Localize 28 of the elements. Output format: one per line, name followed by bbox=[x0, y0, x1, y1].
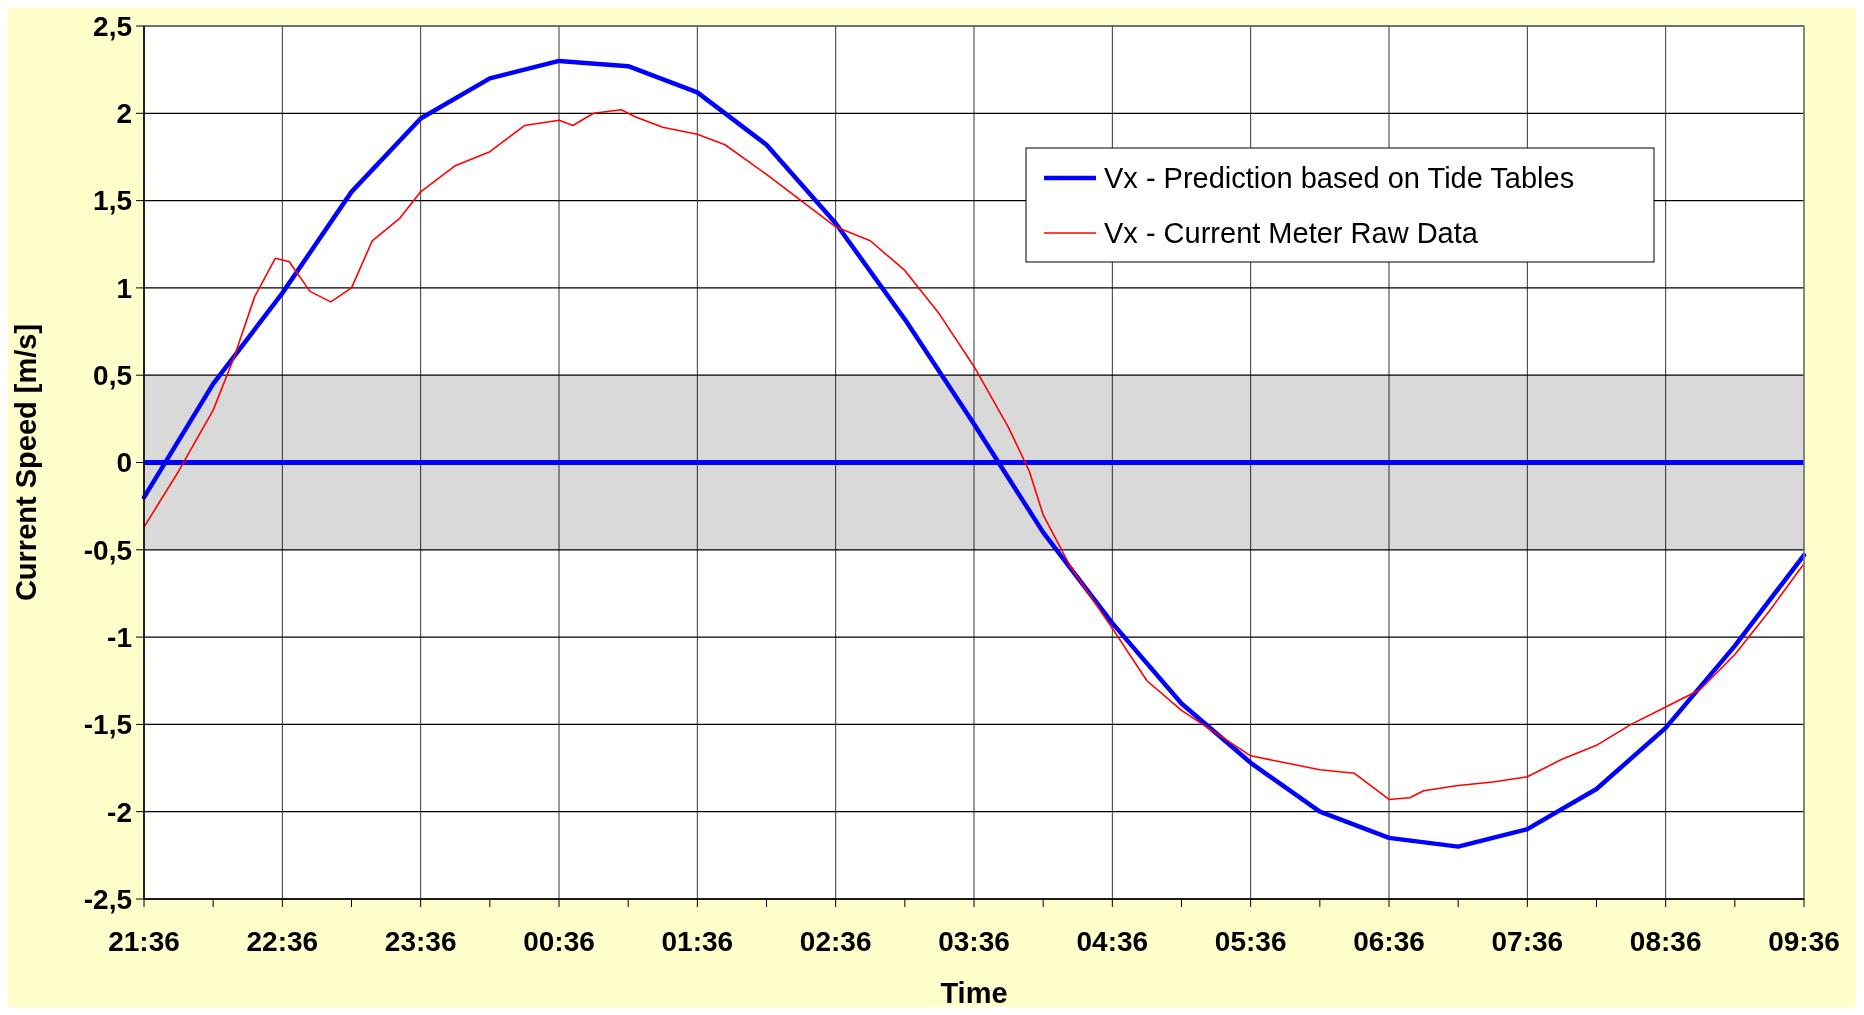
y-tick-label: 1 bbox=[116, 272, 132, 304]
legend-label: Vx - Prediction based on Tide Tables bbox=[1104, 162, 1575, 195]
y-tick-label: -2,5 bbox=[83, 883, 132, 915]
y-tick-label: 0,5 bbox=[93, 360, 132, 391]
x-tick-label: 00:36 bbox=[523, 926, 595, 957]
x-tick-label: 04:36 bbox=[1076, 926, 1149, 957]
y-tick-label: -1 bbox=[107, 621, 132, 653]
y-tick-label: 2 bbox=[116, 98, 132, 130]
y-tick-label: -1,5 bbox=[83, 709, 132, 741]
legend-label: Vx - Current Meter Raw Data bbox=[1104, 217, 1479, 250]
x-tick-label: 23:36 bbox=[384, 926, 457, 957]
x-tick-label: 09:36 bbox=[1768, 926, 1840, 957]
y-tick-label: 0 bbox=[116, 447, 132, 479]
x-tick-label: 03:36 bbox=[938, 926, 1010, 957]
x-tick-label: 22:36 bbox=[246, 926, 319, 957]
x-tick-label: 01:36 bbox=[661, 926, 734, 957]
x-tick-label: 06:36 bbox=[1353, 926, 1425, 957]
x-tick-label: 05:36 bbox=[1214, 926, 1287, 957]
y-tick-label: 1,5 bbox=[93, 185, 132, 217]
x-tick-label: 21:36 bbox=[108, 926, 180, 957]
y-axis-title: Current Speed [m/s] bbox=[10, 323, 42, 602]
y-tick-label: 2,5 bbox=[93, 10, 132, 42]
y-tick-label: -2 bbox=[107, 796, 132, 828]
x-tick-label: 08:36 bbox=[1629, 926, 1702, 957]
x-tick-label: 07:36 bbox=[1491, 926, 1564, 957]
x-tick-label: 02:36 bbox=[799, 926, 872, 957]
x-axis-title: Time bbox=[940, 977, 1008, 1009]
y-tick-label: -0,5 bbox=[83, 534, 132, 566]
